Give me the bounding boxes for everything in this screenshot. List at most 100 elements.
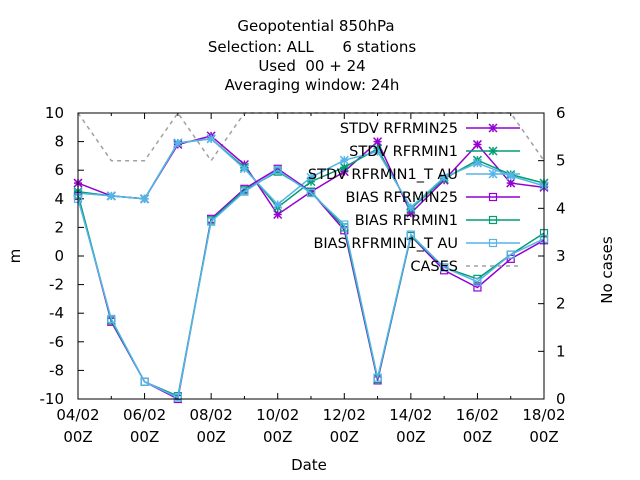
data-point xyxy=(406,230,415,239)
star-stroke xyxy=(488,123,498,133)
title-line-1: Geopotential 850hPa xyxy=(237,17,394,35)
data-point xyxy=(106,191,116,201)
star-stroke xyxy=(339,162,349,172)
x-tick-label: 00Z xyxy=(130,428,159,446)
data-point xyxy=(340,220,349,229)
x-tick-label: 12/02 xyxy=(323,406,366,424)
data-point xyxy=(273,166,282,175)
star-stroke xyxy=(406,202,416,212)
legend-item: BIAS RFRMIN1 xyxy=(355,213,520,229)
x-tick-label: 00Z xyxy=(463,428,492,446)
data-point xyxy=(472,139,482,149)
x-tick-label: 00Z xyxy=(529,428,558,446)
x-tick-label: 00Z xyxy=(396,428,425,446)
legend-item: BIAS RFRMIN25 xyxy=(345,190,520,206)
data-point xyxy=(373,147,383,157)
series-cases xyxy=(77,111,545,163)
data-point xyxy=(506,178,516,188)
y2-tick-label: 0 xyxy=(556,390,566,408)
y2-tick-label: 5 xyxy=(556,152,566,170)
y-tick-label: 10 xyxy=(45,104,64,122)
data-point xyxy=(306,172,316,182)
data-point xyxy=(173,138,183,148)
x-tick-label: 00Z xyxy=(263,428,292,446)
star-stroke xyxy=(472,139,482,149)
star-stroke xyxy=(373,137,383,147)
x-tick-label: 00Z xyxy=(330,428,359,446)
star-stroke xyxy=(239,164,249,174)
data-point xyxy=(440,263,449,272)
star-stroke xyxy=(439,172,449,182)
x-tick-label: 04/02 xyxy=(56,406,99,424)
data-point xyxy=(140,194,150,204)
y2-tick-label: 6 xyxy=(556,104,566,122)
plot-frame xyxy=(77,112,545,400)
star-stroke xyxy=(173,138,183,148)
legend-label: BIAS RFRMIN1_T AU xyxy=(313,236,458,252)
tick-labels: 04/02 00Z 06/02 00Z 08/02 00Z 10/02 00Z 12/02 00Z… xyxy=(40,104,566,446)
legend-label: STDV RFRMIN1 xyxy=(349,144,458,160)
data-point xyxy=(206,134,216,144)
title-line-2: Selection: ALL 6 stations xyxy=(208,38,416,56)
x-axis-label: Date xyxy=(291,456,327,474)
y-tick-label: -10 xyxy=(40,390,65,408)
legend-item: STDV RFRMIN1_T AU xyxy=(308,167,520,183)
series-bias-rfrmin25 xyxy=(73,164,549,404)
data-point xyxy=(406,202,416,212)
data-point xyxy=(207,217,216,226)
data-point xyxy=(439,172,449,182)
star-stroke xyxy=(106,191,116,201)
star-stroke xyxy=(339,155,349,165)
legend-label: CASES xyxy=(410,259,458,275)
series-bias-rfrmin1-t-au xyxy=(73,166,549,402)
y2-tick-label: 3 xyxy=(556,247,566,265)
y-tick-label: -4 xyxy=(49,304,64,322)
data-point xyxy=(506,171,516,181)
x-tick-label: 00Z xyxy=(196,428,225,446)
y-tick-label: -2 xyxy=(49,276,64,294)
legend-label: STDV RFRMIN1_T AU xyxy=(308,167,458,183)
data-point xyxy=(240,187,249,196)
legend-marker xyxy=(488,238,498,248)
legend-marker xyxy=(488,146,498,156)
y-tick-label: 6 xyxy=(54,161,64,179)
star-stroke xyxy=(472,158,482,168)
chart-title: Geopotential 850hPa Selection: ALL 6 sta… xyxy=(208,17,416,94)
legend-marker xyxy=(488,192,498,202)
data-point xyxy=(373,137,383,147)
y2-tick-label: 4 xyxy=(556,199,566,217)
data-point xyxy=(306,188,316,198)
x-tick-label: 16/02 xyxy=(456,406,499,424)
x-tick-label: 00Z xyxy=(63,428,92,446)
data-point xyxy=(473,277,482,286)
y-axis-label: m xyxy=(6,249,24,264)
y-tick-label: -8 xyxy=(49,361,64,379)
y-tick-label: 8 xyxy=(54,133,64,151)
legend-item: BIAS RFRMIN1_T AU xyxy=(313,236,520,252)
data-point xyxy=(339,162,349,172)
legend-marker xyxy=(488,169,498,179)
x-tick-label: 14/02 xyxy=(389,406,432,424)
series-layer xyxy=(73,111,549,404)
data-point xyxy=(373,373,382,382)
y2-tick-label: 2 xyxy=(556,295,566,313)
star-stroke xyxy=(206,134,216,144)
star-stroke xyxy=(273,209,283,220)
legend: STDV RFRMIN25 STDV RFRMIN1 STDV RFRMIN1_T … xyxy=(308,121,520,275)
x-tick-label: 18/02 xyxy=(522,406,565,424)
data-point xyxy=(273,209,283,220)
series-line xyxy=(77,169,545,399)
legend-item: STDV RFRMIN25 xyxy=(340,121,520,137)
data-point xyxy=(239,164,249,174)
legend-label: STDV RFRMIN25 xyxy=(340,121,458,137)
legend-label: BIAS RFRMIN1 xyxy=(355,213,458,229)
data-point xyxy=(273,199,283,210)
y-tick-label: 0 xyxy=(54,247,64,265)
y-tick-label: 4 xyxy=(54,190,64,208)
axis-ticks xyxy=(77,112,545,400)
legend-item: CASES xyxy=(410,259,520,275)
data-point xyxy=(506,250,515,259)
y-tick-label: 2 xyxy=(54,218,64,236)
star-stroke xyxy=(506,178,516,188)
